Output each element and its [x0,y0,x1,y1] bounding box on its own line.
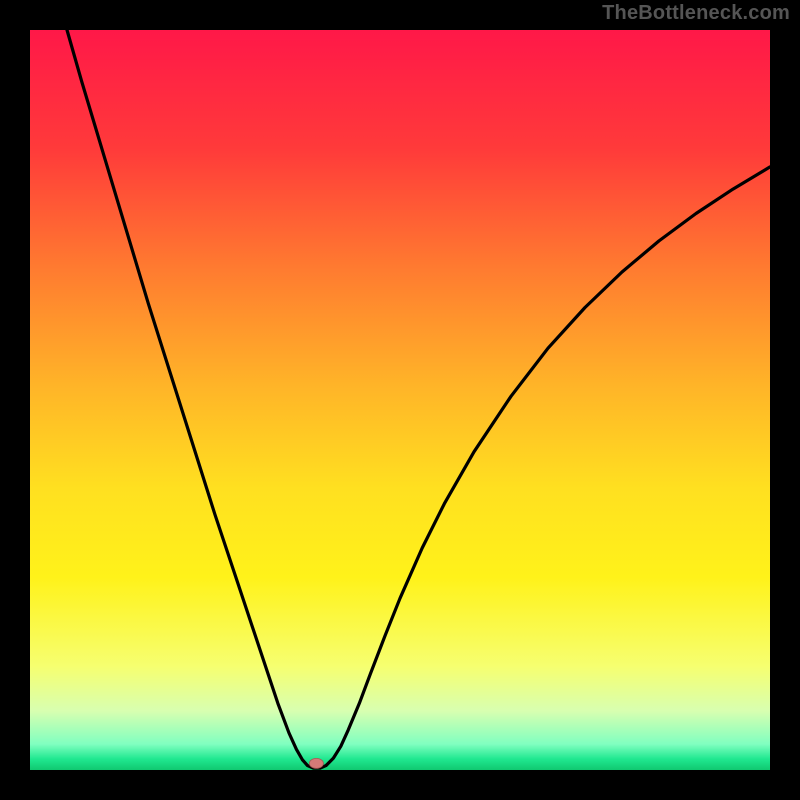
bottleneck-chart [0,0,800,800]
chart-container: TheBottleneck.com [0,0,800,800]
watermark-text: TheBottleneck.com [602,2,790,25]
plot-gradient [30,30,770,770]
optimal-point-marker [309,758,323,768]
